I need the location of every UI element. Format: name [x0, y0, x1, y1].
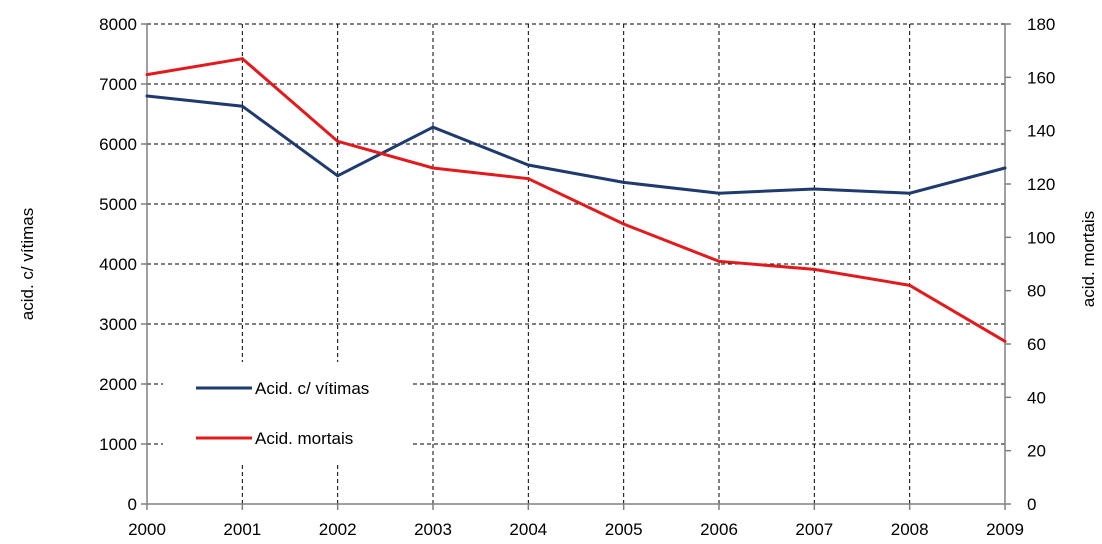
- right-axis-tick-label: 120: [1027, 175, 1055, 194]
- right-axis-title: acid. mortais: [1079, 211, 1098, 307]
- x-axis-tick-label: 2001: [223, 520, 261, 539]
- series-2-point: [1003, 339, 1007, 343]
- series-lines: [145, 57, 1007, 343]
- series-2-point: [240, 57, 244, 61]
- series-2-point: [145, 73, 149, 77]
- right-axis-tick-label: 40: [1027, 388, 1046, 407]
- x-axis-tick-label: 2003: [414, 520, 452, 539]
- left-axis-tick-label: 4000: [99, 255, 137, 274]
- legend-label-1: Acid. c/ vítimas: [255, 379, 369, 398]
- series-2-point: [431, 166, 435, 170]
- right-axis-tick-label: 160: [1027, 68, 1055, 87]
- series-2-point: [622, 222, 626, 226]
- x-axis-tick-label: 2002: [319, 520, 357, 539]
- left-axis-tick-label: 5000: [99, 195, 137, 214]
- right-axis-tick-label: 20: [1027, 442, 1046, 461]
- left-axis-tick-label: 3000: [99, 315, 137, 334]
- left-axis-tick-label: 8000: [99, 15, 137, 34]
- x-axis-tick-label: 2004: [509, 520, 547, 539]
- left-axis-title: acid. c/ vítimas: [18, 208, 37, 320]
- x-axis-tick-label: 2008: [891, 520, 929, 539]
- left-axis-tick-label: 1000: [99, 435, 137, 454]
- series-1-point: [240, 104, 244, 108]
- left-axis-tick-label: 0: [128, 495, 137, 514]
- series-1-point: [812, 187, 816, 191]
- series-1-point: [431, 125, 435, 129]
- right-axis-tick-label: 80: [1027, 282, 1046, 301]
- right-axis-tick-label: 0: [1027, 495, 1036, 514]
- series-1-point: [717, 191, 721, 195]
- series-1-point: [526, 163, 530, 167]
- legend-background: [163, 362, 413, 462]
- series-2-point: [717, 259, 721, 263]
- series-2-point: [336, 139, 340, 143]
- left-axis-tick-label: 2000: [99, 375, 137, 394]
- axes: [141, 23, 1011, 510]
- series-1-point: [336, 174, 340, 178]
- series-2-point: [526, 177, 530, 181]
- right-axis-tick-label: 100: [1027, 228, 1055, 247]
- x-axis-tick-label: 2009: [986, 520, 1024, 539]
- x-axis-tick-label: 2007: [795, 520, 833, 539]
- left-axis-tick-label: 7000: [99, 75, 137, 94]
- series-1-point: [1003, 166, 1007, 170]
- x-axis-tick-label: 2006: [700, 520, 738, 539]
- series-1-point: [622, 180, 626, 184]
- left-axis-tick-label: 6000: [99, 135, 137, 154]
- right-axis-tick-label: 60: [1027, 335, 1046, 354]
- series-line-1: [146, 94, 1006, 195]
- right-axis-tick-label: 140: [1027, 122, 1055, 141]
- series-1-point: [145, 94, 149, 98]
- series-1-point: [908, 191, 912, 195]
- series-2-point: [908, 283, 912, 287]
- grid: [147, 23, 1005, 504]
- legend-label-2: Acid. mortais: [255, 429, 353, 448]
- x-axis-tick-label: 2000: [128, 520, 166, 539]
- legend: Acid. c/ vítimas Acid. mortais: [163, 362, 413, 462]
- tick-labels: 0 1000 2000 3000 4000 5000 6000 7000 8000 0 20 40 60…: [18, 15, 1098, 539]
- right-axis-tick-label: 180: [1027, 15, 1055, 34]
- series-line-2: [146, 57, 1006, 343]
- series-2-point: [812, 267, 816, 271]
- x-axis-tick-label: 2005: [605, 520, 643, 539]
